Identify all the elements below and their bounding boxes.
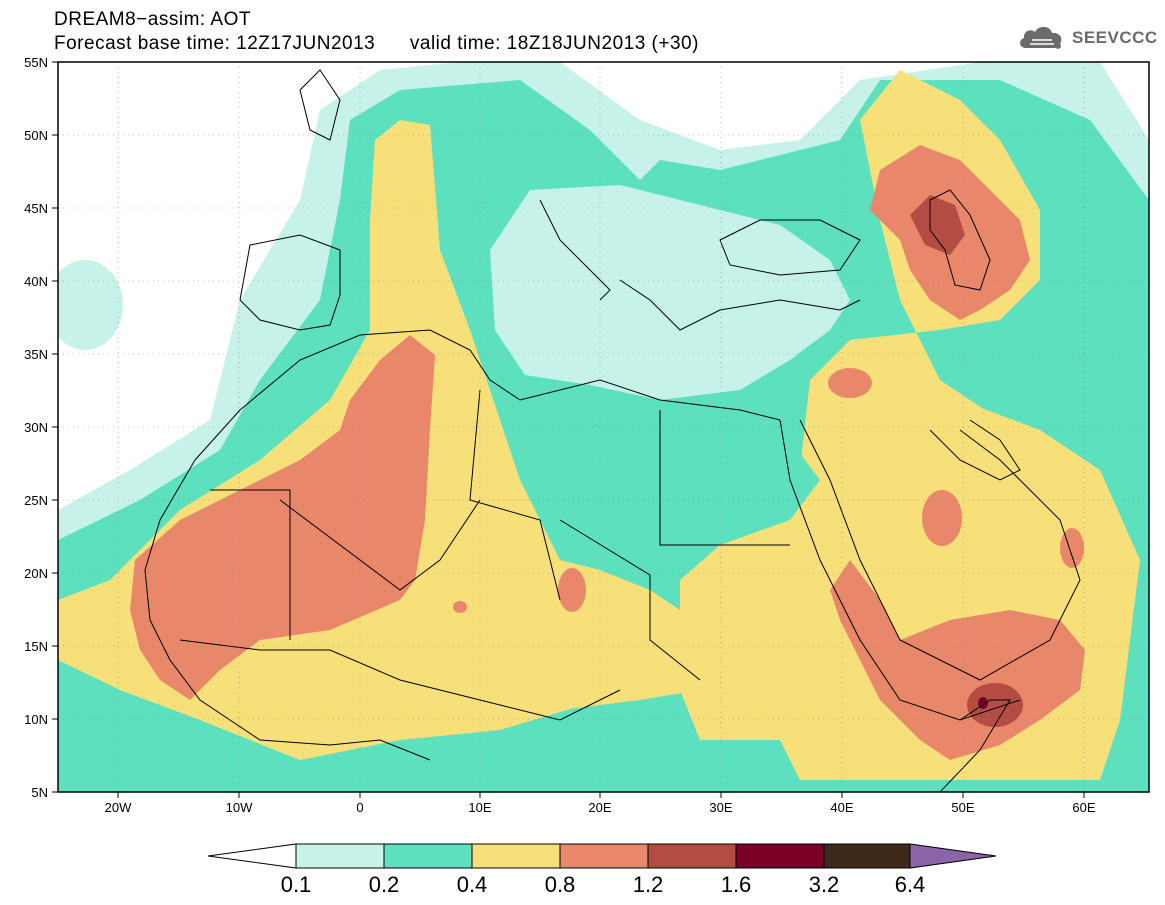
colorbar-label: 1.2	[633, 872, 664, 897]
lon-labels: 20W 10W 0 10E 20E 30E 40E 50E 60E	[105, 800, 1096, 815]
lat-label: 20N	[24, 566, 48, 581]
lon-label: 10W	[226, 800, 253, 815]
coast-greece-turkey	[619, 279, 861, 331]
aot-blob-niger	[453, 601, 467, 613]
aot-band-1.2-somalia	[967, 683, 1023, 727]
colorbar-label: 1.6	[721, 872, 752, 897]
aot-blob-arabia-central	[922, 490, 962, 546]
title-block: DREAM8−assim: AOT Forecast base time: 12…	[54, 8, 699, 56]
lat-label: 35N	[24, 347, 48, 362]
logo: SEEVCCC	[1016, 22, 1158, 54]
coast-arabia	[799, 419, 1081, 681]
colorbar-label: 0.2	[369, 872, 400, 897]
coast-europe	[239, 234, 341, 331]
lat-label: 10N	[24, 712, 48, 727]
lon-label: 40E	[830, 800, 853, 815]
lon-label: 20W	[105, 800, 132, 815]
lon-label: 50E	[951, 800, 974, 815]
lon-label: 20E	[588, 800, 611, 815]
aot-blob-oman	[1060, 528, 1084, 568]
colorbar-labels: 0.1 0.2 0.4 0.8 1.2 1.6 3.2 6.4	[281, 872, 926, 897]
lon-label: 30E	[709, 800, 732, 815]
logo-text: SEEVCCC	[1072, 28, 1158, 47]
lat-label: 30N	[24, 420, 48, 435]
coast-uk	[299, 69, 341, 141]
coast-persian-gulf	[929, 419, 1021, 481]
colorbar-segment	[559, 843, 649, 869]
coast-horn	[939, 699, 1011, 792]
colorbar-left-triangle	[207, 843, 297, 869]
colorbar-label: 0.4	[457, 872, 488, 897]
aot-blob-chad	[558, 568, 586, 612]
colorbar-label: 6.4	[895, 872, 926, 897]
colorbar	[207, 843, 997, 869]
coast-black-sea	[719, 219, 861, 276]
aot-blob-iraq	[828, 368, 872, 398]
border-egypt	[659, 410, 790, 546]
border-sahara-2	[210, 489, 291, 640]
colorbar-right-triangle	[909, 843, 997, 869]
coast-caspian	[929, 189, 991, 291]
lon-label: 10E	[468, 800, 491, 815]
axis-ticks	[52, 61, 1085, 798]
lat-label: 5N	[31, 785, 48, 800]
title-line-2: Forecast base time: 12Z17JUN2013 valid t…	[54, 33, 699, 54]
coast-africa-north	[194, 329, 781, 461]
border-sahara-1	[279, 499, 481, 591]
colorbar-segment	[735, 843, 825, 869]
colorbar-label: 0.1	[281, 872, 312, 897]
coast-italy	[539, 199, 611, 301]
lat-label: 55N	[24, 55, 48, 70]
lon-label: 60E	[1072, 800, 1095, 815]
lat-labels: 55N 50N 45N 40N 35N 30N 25N 20N 15N 10N …	[24, 55, 48, 800]
lat-label: 45N	[24, 201, 48, 216]
lat-label: 50N	[24, 128, 48, 143]
graticule	[58, 62, 1149, 792]
aot-band-1.2-caspian	[910, 195, 965, 255]
border-sudan	[559, 519, 701, 681]
border-sahel	[179, 639, 621, 721]
coast-africa-west	[144, 459, 431, 761]
coastlines	[144, 69, 1081, 792]
colorbar-segment	[471, 843, 561, 869]
colorbar-label: 3.2	[809, 872, 840, 897]
lat-label: 25N	[24, 493, 48, 508]
aot-band-0.8-west	[130, 335, 435, 700]
colorbar-segment	[647, 843, 737, 869]
lat-label: 15N	[24, 639, 48, 654]
colorbar-segment	[823, 843, 911, 869]
border-sahara-3	[469, 389, 561, 601]
colorbar-segment	[383, 843, 473, 869]
lat-label: 40N	[24, 274, 48, 289]
lon-label: 0	[356, 800, 363, 815]
aot-band-0.1-atlantic	[58, 260, 123, 350]
cloud-icon	[1020, 26, 1062, 49]
colorbar-label: 0.8	[545, 872, 576, 897]
colorbar-segment	[295, 843, 385, 869]
title-line-1: DREAM8−assim: AOT	[54, 9, 251, 30]
